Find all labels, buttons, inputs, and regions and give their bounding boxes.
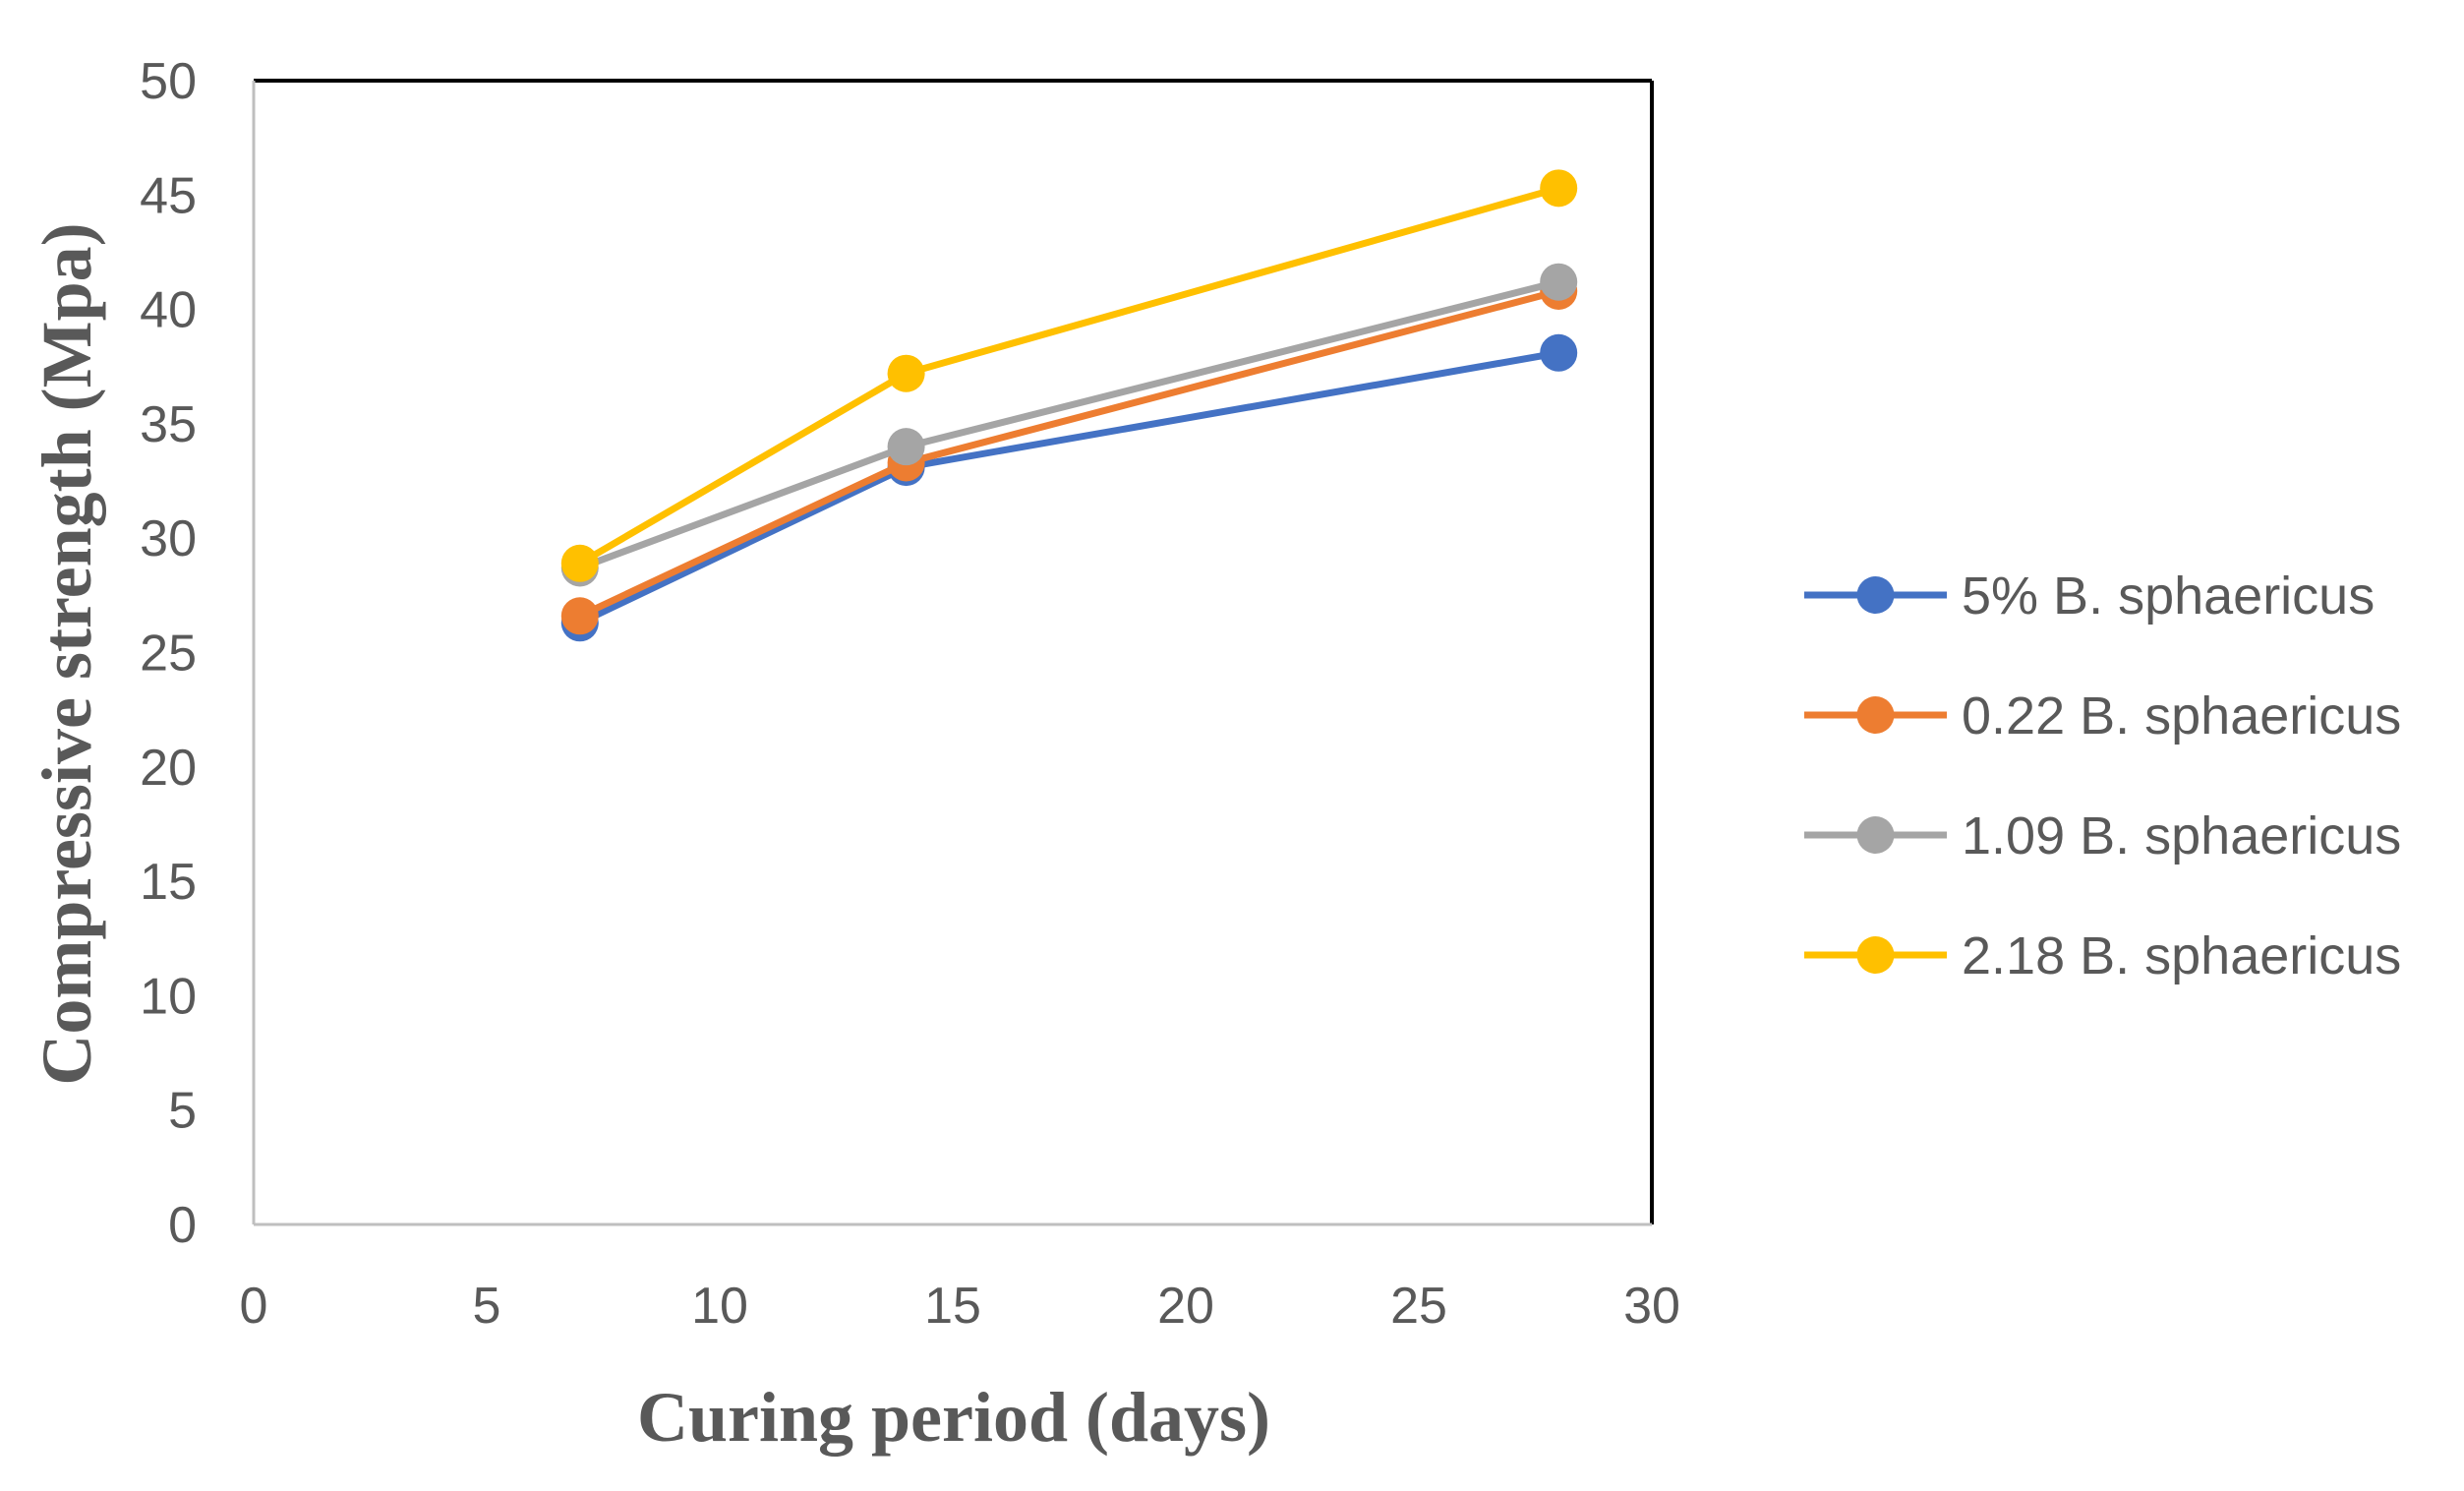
legend-label: 1.09 B. sphaericus bbox=[1962, 806, 2401, 865]
legend-item: 0.22 B. sphaericus bbox=[1804, 686, 2401, 746]
y-axis-title: Compressive strength (Mpa) bbox=[28, 222, 106, 1085]
plot-frame bbox=[252, 79, 1654, 1226]
data-point bbox=[1540, 169, 1578, 208]
y-tick-label: 15 bbox=[140, 854, 197, 911]
x-tick-label: 0 bbox=[240, 1278, 268, 1335]
data-point bbox=[887, 428, 925, 466]
x-tick-label: 5 bbox=[473, 1278, 501, 1335]
y-tick-label: 20 bbox=[140, 740, 197, 797]
y-tick-label: 10 bbox=[140, 968, 197, 1025]
x-tick-label: 25 bbox=[1390, 1278, 1447, 1335]
series-3 bbox=[560, 263, 1578, 587]
legend-marker bbox=[1856, 936, 1895, 974]
x-axis-title: Curing period (days) bbox=[637, 1378, 1270, 1457]
series-layer bbox=[560, 169, 1578, 642]
data-point bbox=[1540, 263, 1578, 301]
data-point bbox=[560, 597, 599, 635]
x-tick-label: 30 bbox=[1623, 1278, 1680, 1335]
x-tick-label: 10 bbox=[691, 1278, 748, 1335]
data-point bbox=[887, 354, 925, 392]
series-line bbox=[576, 287, 1562, 620]
data-point bbox=[1540, 333, 1578, 372]
legend-marker bbox=[1856, 816, 1895, 854]
legend-label: 5% B. sphaericus bbox=[1962, 567, 2375, 626]
series-4 bbox=[560, 169, 1578, 582]
legend-marker bbox=[1856, 576, 1895, 614]
y-axis-ticks: 0 5 10 15 20 25 30 35 40 45 50 bbox=[140, 53, 197, 1254]
data-point bbox=[560, 544, 599, 582]
series-line bbox=[576, 349, 1562, 626]
y-tick-label: 45 bbox=[140, 167, 197, 224]
legend: 5% B. sphaericus 0.22 B. sphaericus 1.09 B… bbox=[1804, 567, 2401, 985]
y-tick-label: 40 bbox=[140, 282, 197, 339]
x-tick-label: 20 bbox=[1157, 1278, 1214, 1335]
legend-label: 2.18 B. sphaericus bbox=[1962, 926, 2401, 985]
y-tick-label: 30 bbox=[140, 510, 197, 567]
legend-item: 5% B. sphaericus bbox=[1804, 567, 2375, 626]
x-tick-label: 15 bbox=[924, 1278, 981, 1335]
y-tick-label: 35 bbox=[140, 396, 197, 453]
legend-label: 0.22 B. sphaericus bbox=[1962, 686, 2401, 746]
y-tick-label: 25 bbox=[140, 626, 197, 683]
y-tick-label: 0 bbox=[168, 1197, 197, 1254]
legend-item: 1.09 B. sphaericus bbox=[1804, 806, 2401, 865]
legend-item: 2.18 B. sphaericus bbox=[1804, 926, 2401, 985]
y-tick-label: 50 bbox=[140, 53, 197, 110]
x-axis-ticks: 0 5 10 15 20 25 30 bbox=[240, 1278, 1680, 1335]
legend-marker bbox=[1856, 696, 1895, 734]
y-tick-label: 5 bbox=[168, 1083, 197, 1140]
